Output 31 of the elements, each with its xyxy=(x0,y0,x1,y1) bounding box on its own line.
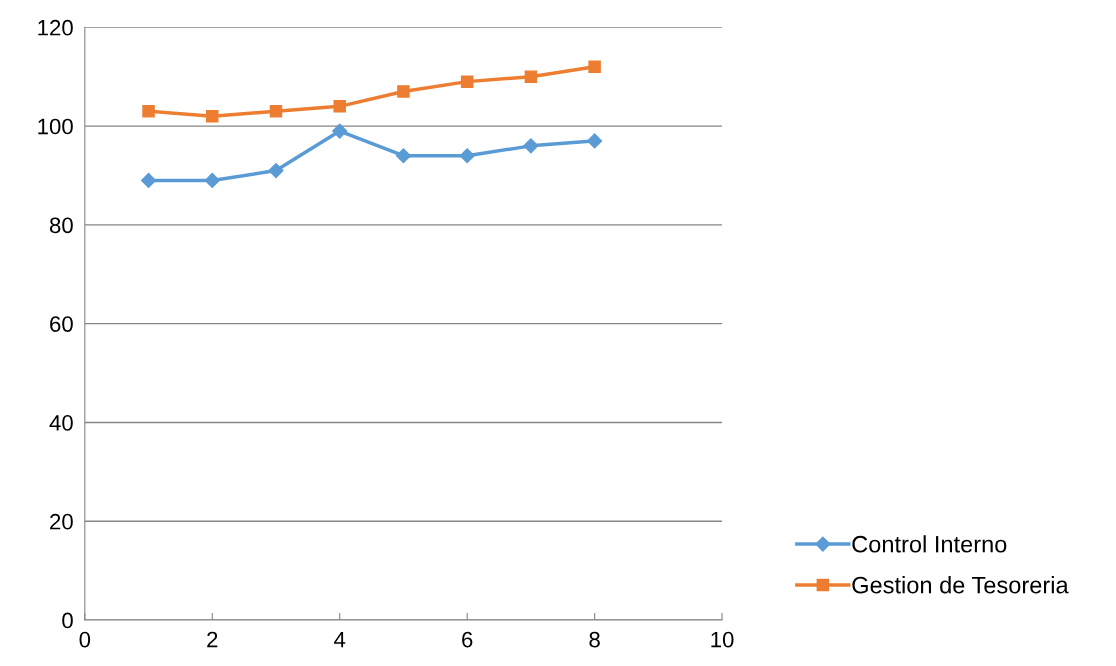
point xyxy=(524,70,538,83)
point xyxy=(206,109,219,123)
point xyxy=(395,148,412,164)
point xyxy=(523,138,539,154)
point xyxy=(268,162,284,179)
legend-label: Gestion de Tesoreria xyxy=(852,576,1069,594)
point xyxy=(269,105,283,118)
point xyxy=(332,123,348,139)
y-tick-label: 120 xyxy=(38,19,73,36)
point xyxy=(140,172,157,189)
y-tick-label: 100 xyxy=(38,118,73,135)
point xyxy=(142,105,155,118)
x-tick-label: 2 xyxy=(207,631,218,648)
x-tick-label: 0 xyxy=(79,631,91,648)
y-tick-label: 40 xyxy=(49,415,73,431)
point xyxy=(459,148,475,164)
point xyxy=(397,85,410,98)
point xyxy=(333,100,346,113)
x-tick-label: 8 xyxy=(589,631,600,648)
x-tick-label: 4 xyxy=(334,631,346,648)
x-tick-label: 10 xyxy=(711,631,734,648)
y-tick-label: 0 xyxy=(62,612,73,629)
point xyxy=(460,75,474,88)
point xyxy=(204,172,220,189)
x-tick-label: 6 xyxy=(462,631,473,648)
y-tick-label: 80 xyxy=(49,217,73,234)
point xyxy=(588,60,601,74)
y-tick-label: 60 xyxy=(50,316,73,332)
y-tick-label: 20 xyxy=(50,513,73,530)
point xyxy=(587,133,603,149)
legend-label: Control Interno xyxy=(852,535,1007,553)
